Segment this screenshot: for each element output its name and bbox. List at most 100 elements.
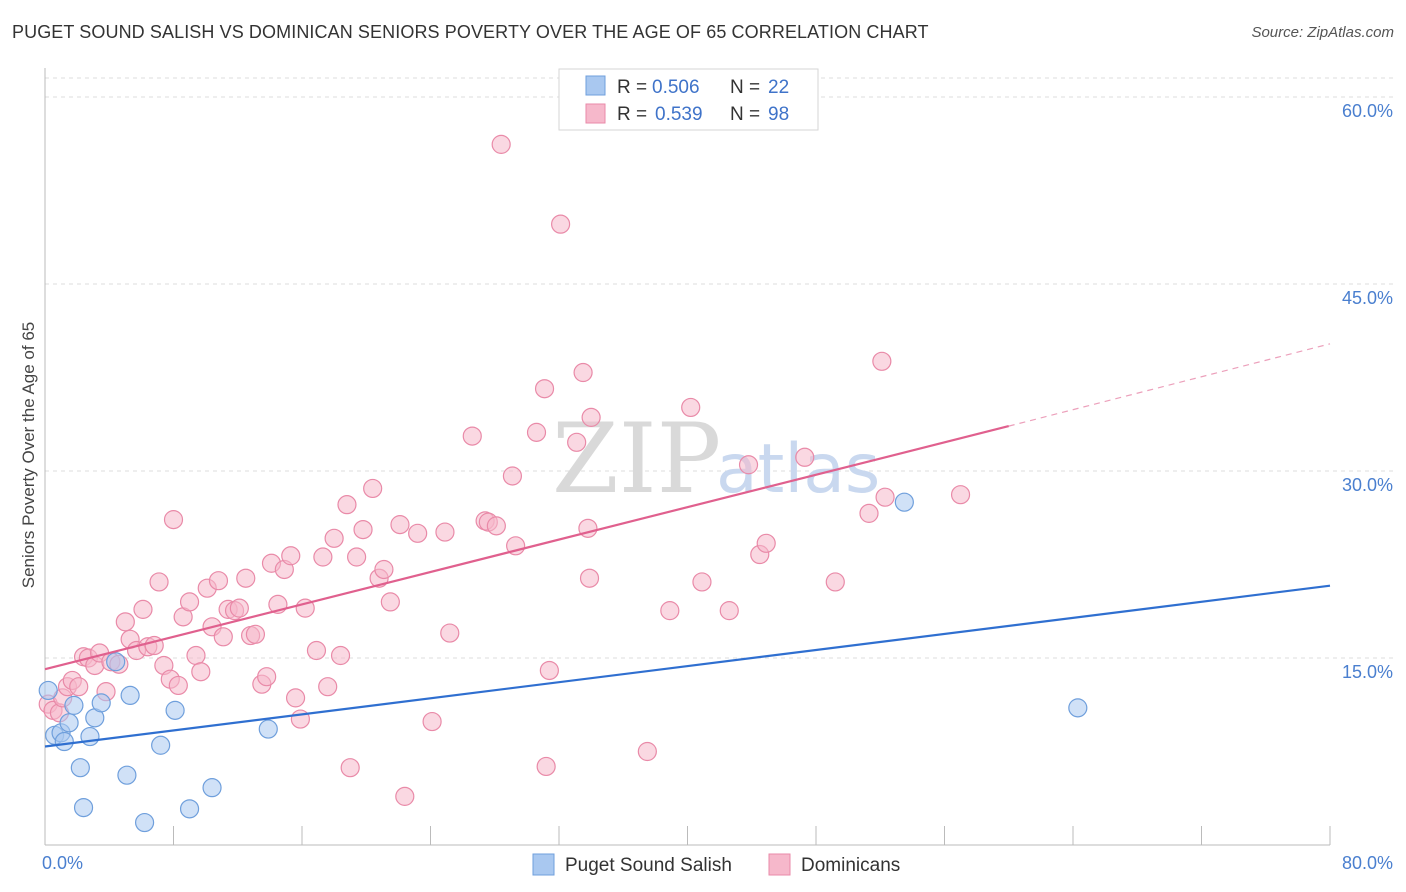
pink-point — [491, 134, 511, 154]
source-credit: Source: ZipAtlas.com — [1251, 24, 1394, 41]
pink-point — [422, 711, 442, 732]
pink-point — [337, 495, 357, 515]
pink-point — [660, 601, 680, 621]
pink-point — [229, 598, 249, 618]
trend-line-pink — [44, 425, 1010, 671]
legend-r-value-2: 0.539 — [655, 104, 703, 125]
legend-r-value-1: 0.506 — [652, 77, 700, 98]
legend: R = 0.506 N = 22 R = 0.539 N = 98 — [558, 68, 819, 131]
pink-point — [347, 547, 367, 567]
bottom-legend: Puget Sound Salish Dominicans — [532, 853, 900, 876]
blue-point — [64, 695, 84, 715]
pink-point — [681, 397, 701, 418]
blue-point — [117, 765, 137, 785]
blue-point — [165, 700, 185, 720]
pink-point — [163, 510, 184, 530]
blue-point — [38, 680, 58, 701]
pink-point — [363, 478, 383, 499]
pink-point — [579, 568, 600, 588]
trend-line-pink-extension — [1008, 343, 1331, 427]
pink-point — [539, 660, 559, 681]
bottom-legend-label-blue: Puget Sound Salish — [565, 855, 732, 876]
pink-point — [950, 485, 971, 505]
pink-point — [340, 758, 360, 778]
pink-point — [69, 677, 89, 697]
blue-point — [1068, 698, 1088, 718]
pink-point — [486, 516, 506, 536]
pink-point — [875, 487, 895, 507]
blue-point — [91, 693, 111, 713]
pink-point — [440, 623, 460, 643]
pink-point — [353, 519, 373, 540]
y-tick-label: 45.0% — [1342, 288, 1393, 308]
pink-point — [395, 786, 415, 806]
pink-point — [637, 741, 657, 762]
blue-point — [70, 758, 90, 778]
pink-point — [536, 756, 556, 777]
pink-point — [390, 515, 410, 535]
pink-point — [374, 559, 394, 580]
legend-swatch-blue — [585, 75, 606, 96]
blue-point — [258, 719, 278, 739]
pink-point — [738, 455, 759, 475]
blue-point — [73, 797, 94, 818]
y-axis-label: Seniors Poverty Over the Age of 65 — [19, 322, 38, 588]
pink-point — [191, 662, 211, 682]
pink-point — [825, 572, 845, 592]
blue-point — [134, 812, 155, 833]
pink-point — [313, 547, 333, 567]
x-tick-label-min: 0.0% — [42, 853, 83, 873]
bottom-legend-label-pink: Dominicans — [801, 855, 900, 876]
x-tick-label-max: 80.0% — [1342, 853, 1393, 873]
pink-point — [306, 640, 327, 661]
pink-point — [318, 677, 338, 697]
pink-point — [502, 466, 523, 486]
blue-point — [202, 778, 222, 798]
y-tick-label: 15.0% — [1342, 662, 1393, 682]
trend-line-blue — [44, 584, 1331, 748]
legend-n-label-2: N = — [730, 104, 760, 125]
y-tick-label: 60.0% — [1342, 101, 1393, 121]
legend-n-value-1: 22 — [768, 77, 789, 98]
pink-point — [859, 503, 879, 523]
pink-point — [719, 601, 739, 621]
pink-point — [281, 546, 301, 566]
pink-point — [567, 432, 587, 452]
chart-title: PUGET SOUND SALISH VS DOMINICAN SENIORS … — [12, 22, 929, 42]
pink-point — [285, 688, 306, 708]
pink-point — [408, 523, 428, 543]
pink-point — [795, 447, 815, 467]
pink-point — [257, 667, 277, 687]
pink-point — [573, 362, 593, 383]
pink-point — [330, 645, 351, 666]
pink-point — [186, 645, 206, 666]
pink-point — [213, 627, 233, 647]
blue-point — [59, 713, 79, 733]
watermark-zip: ZIP — [552, 403, 721, 515]
pink-point — [245, 624, 266, 644]
pink-point — [168, 675, 188, 696]
pink-point — [756, 533, 776, 553]
pink-point — [872, 351, 892, 371]
tick-labels: 15.0% 30.0% 45.0% 60.0% 0.0% 80.0% — [42, 101, 1393, 873]
pink-point — [534, 379, 555, 399]
bottom-legend-swatch-blue — [532, 853, 555, 876]
pink-point — [115, 612, 135, 632]
blue-point — [151, 735, 171, 755]
pink-point — [380, 592, 400, 612]
legend-swatch-pink — [585, 103, 606, 124]
trend-lines — [44, 343, 1331, 748]
pink-point — [692, 572, 712, 592]
legend-r-label-2: R = — [617, 104, 647, 125]
pink-point — [149, 572, 169, 592]
data-points — [38, 134, 1088, 833]
blue-point — [54, 731, 74, 752]
pink-point — [526, 422, 547, 442]
watermark: ZIP atlas — [552, 403, 880, 515]
pink-point — [581, 407, 601, 427]
pink-point — [462, 426, 482, 446]
legend-n-label-1: N = — [730, 77, 760, 98]
bottom-legend-swatch-pink — [768, 853, 791, 876]
legend-n-value-2: 98 — [768, 104, 789, 125]
